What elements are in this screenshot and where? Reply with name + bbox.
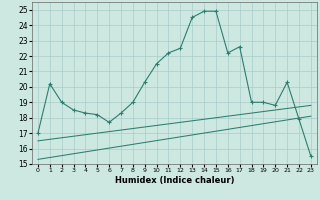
X-axis label: Humidex (Indice chaleur): Humidex (Indice chaleur) [115,176,234,185]
